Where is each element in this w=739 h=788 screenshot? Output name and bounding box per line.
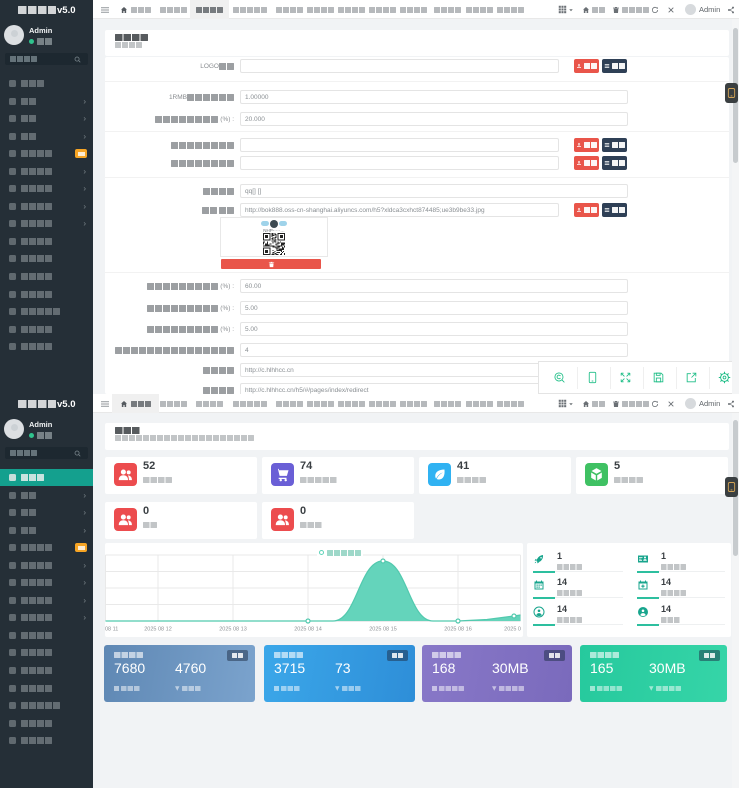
svg-text:2025 0: 2025 0	[504, 627, 521, 633]
svg-text:2025 08 16: 2025 08 16	[444, 627, 472, 633]
svg-text:2025 08 13: 2025 08 13	[219, 627, 247, 633]
svg-text:2025 08 12: 2025 08 12	[144, 627, 172, 633]
svg-text:2025 08 15: 2025 08 15	[369, 627, 397, 633]
svg-text:2025 08 14: 2025 08 14	[294, 627, 322, 633]
svg-text:08 11: 08 11	[105, 627, 118, 633]
